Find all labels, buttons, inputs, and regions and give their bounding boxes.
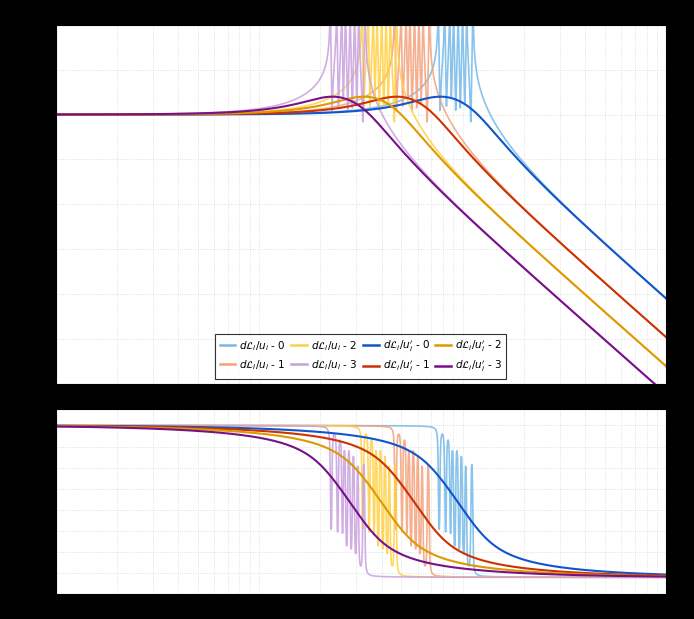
Legend: $d\mathcal{L}_i/u_i$ - 0, $d\mathcal{L}_i/u_i$ - 1, $d\mathcal{L}_i/u_i$ - 2, $d: $d\mathcal{L}_i/u_i$ - 0, $d\mathcal{L}_… [215,334,507,379]
